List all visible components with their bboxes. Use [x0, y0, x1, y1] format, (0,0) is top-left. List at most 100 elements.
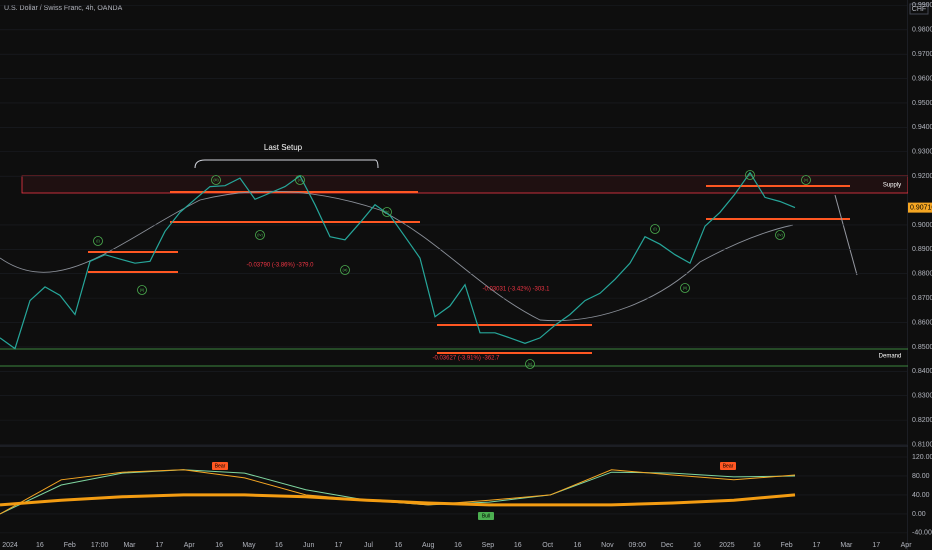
y-tick-label: 120.00 — [912, 454, 932, 461]
signal-tag — [720, 462, 736, 470]
x-tick-label: 2025 — [719, 542, 735, 549]
wave-label: (i) — [653, 226, 657, 231]
x-tick-label: 09:00 — [629, 542, 647, 549]
annotation: Last Setup — [264, 143, 303, 152]
x-tick-label: Sep — [482, 542, 495, 549]
x-tick-label: 16 — [753, 542, 761, 549]
wave-label: (iv) — [257, 232, 263, 237]
price-axis — [908, 0, 932, 550]
wave-label: (c) — [528, 361, 533, 366]
x-tick-label: Jul — [364, 542, 373, 549]
wave-label: (a) — [343, 267, 349, 272]
x-tick-label: Dec — [661, 542, 674, 549]
line-series — [0, 493, 796, 507]
y-tick-label: 0.81000 — [912, 441, 932, 448]
wave-label: (v) — [804, 177, 809, 182]
wave-label: (i) — [96, 238, 100, 243]
x-tick-label: 17:00 — [91, 542, 109, 549]
x-tick-label: 16 — [36, 542, 44, 549]
x-tick-label: 2024 — [2, 542, 18, 549]
x-tick-label: 16 — [574, 542, 582, 549]
x-tick-label: 17 — [872, 542, 880, 549]
wave-marker — [525, 359, 535, 369]
annotation: -0.03031 (-3.42%) -303.1 — [482, 287, 550, 293]
signal-tag — [212, 462, 228, 470]
wave-label: (iv) — [777, 232, 783, 237]
symbol-title: U.S. Dollar / Swiss Franc, 4h, OANDA — [4, 5, 123, 12]
line-series — [0, 171, 796, 350]
y-tick-label: 40.00 — [912, 492, 930, 499]
wave-marker — [680, 283, 690, 293]
x-tick-label: Jun — [303, 542, 314, 549]
wave-label: (b) — [385, 209, 391, 214]
signal-tag — [478, 512, 494, 520]
signal-label: Bull — [482, 513, 490, 519]
x-tick-label: Oct — [542, 542, 553, 549]
annotation: -0.03790 (-3.86%) -379.0 — [246, 263, 314, 269]
x-tick-label: Feb — [64, 542, 76, 549]
x-tick-label: Mar — [123, 542, 136, 549]
wave-marker — [382, 207, 392, 217]
wave-label: (ii) — [140, 287, 145, 292]
currency-box — [909, 3, 929, 15]
x-tick-label: 17 — [813, 542, 821, 549]
signal-label: Bear — [215, 463, 226, 469]
supply-zone — [21, 175, 909, 194]
wave-marker — [801, 175, 811, 185]
x-tick-label: Aug — [422, 542, 435, 549]
x-tick-label: 16 — [394, 542, 402, 549]
x-tick-label: Mar — [840, 542, 853, 549]
moving-average — [0, 190, 794, 322]
brace — [194, 159, 379, 169]
y-tick-label: 80.00 — [912, 473, 930, 480]
wave-label: (iii) — [747, 172, 753, 177]
wave-marker — [137, 285, 147, 295]
wave-marker — [295, 175, 305, 185]
wave-marker — [255, 230, 265, 240]
x-tick-label: Nov — [601, 542, 614, 549]
x-tick-label: 17 — [335, 542, 343, 549]
wave-marker — [775, 230, 785, 240]
y-tick-label: -40.00 — [912, 530, 932, 537]
wave-marker — [650, 224, 660, 234]
wave-marker — [745, 170, 755, 180]
annotation: -0.03627 (-3.91%) -362.7 — [432, 356, 500, 362]
signal-label: Bear — [723, 463, 734, 469]
x-tick-label: 16 — [454, 542, 462, 549]
x-tick-label: 16 — [693, 542, 701, 549]
x-tick-label: 16 — [275, 542, 283, 549]
x-tick-label: 17 — [155, 542, 163, 549]
last-price-tag — [908, 202, 932, 213]
x-tick-label: 16 — [514, 542, 522, 549]
wave-marker — [211, 175, 221, 185]
x-tick-label: 16 — [215, 542, 223, 549]
wave-label: (v) — [298, 177, 303, 182]
wave-label: (ii) — [683, 285, 688, 290]
last-price-label: 0.90710 — [910, 204, 932, 211]
wave-label: (iii) — [213, 177, 219, 182]
x-tick-label: Feb — [781, 542, 793, 549]
projection-arrow — [834, 194, 858, 276]
annotation: Demand — [879, 354, 902, 360]
x-tick-label: May — [242, 542, 256, 549]
